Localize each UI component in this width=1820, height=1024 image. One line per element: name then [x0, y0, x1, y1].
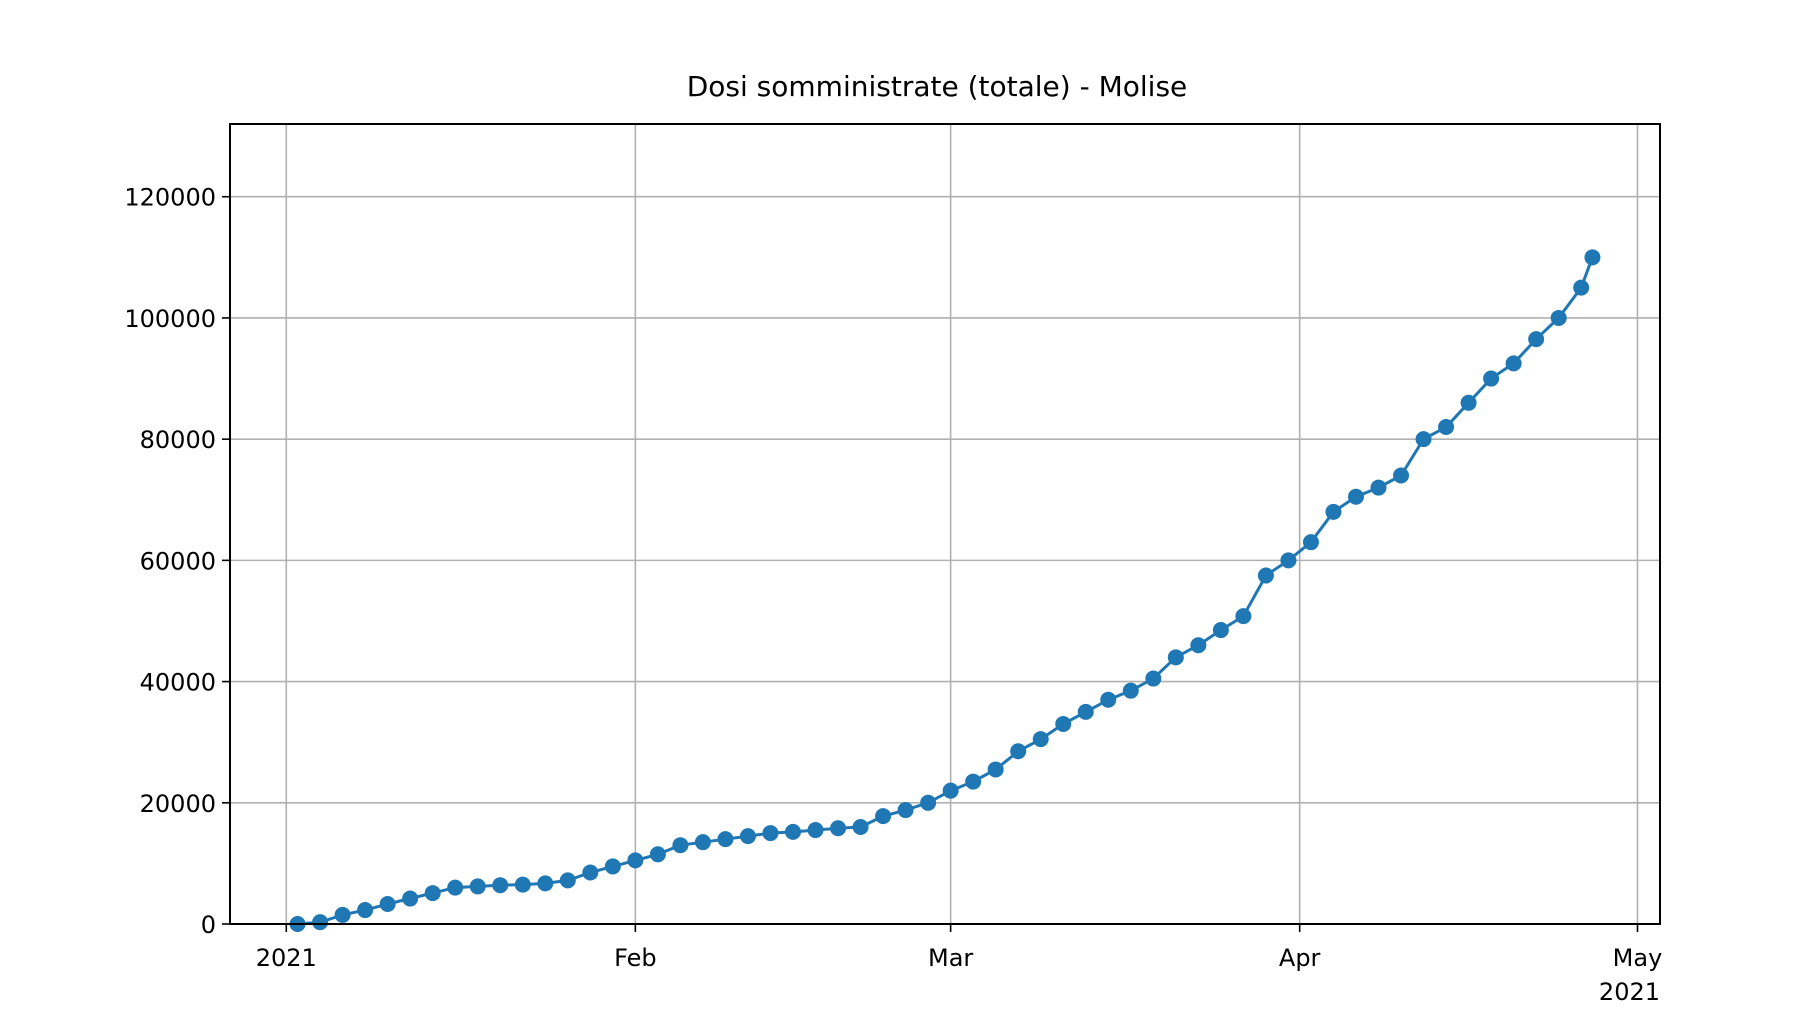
data-point: [1347, 488, 1364, 505]
x-tick-label: Apr: [1279, 944, 1321, 972]
data-point: [402, 890, 419, 907]
data-point: [987, 761, 1004, 778]
x-tick-label: Feb: [614, 944, 657, 972]
data-point: [604, 858, 621, 875]
data-point: [830, 820, 847, 837]
data-point: [1393, 467, 1410, 484]
data-point: [852, 819, 869, 836]
data-point: [357, 902, 374, 919]
data-point: [627, 852, 644, 869]
data-point: [1573, 279, 1590, 296]
data-point: [1528, 331, 1545, 348]
data-point: [717, 831, 734, 848]
data-point: [1257, 567, 1274, 584]
data-point: [649, 846, 666, 863]
x-axis: 2021 Feb Mar Apr May: [256, 924, 1663, 972]
data-point: [1584, 249, 1601, 266]
data-point: [762, 825, 779, 842]
y-tick-label: 80000: [140, 426, 216, 454]
data-point: [537, 875, 554, 892]
y-tick-label: 120000: [124, 184, 216, 212]
data-point: [1145, 670, 1162, 687]
data-point: [1438, 419, 1455, 436]
data-point: [1505, 355, 1522, 372]
x-tick-label: 2021: [256, 944, 317, 972]
data-point: [1325, 503, 1342, 520]
data-point: [1483, 370, 1500, 387]
data-point: [807, 822, 824, 839]
data-point: [312, 914, 329, 931]
data-point: [1370, 479, 1387, 496]
data-point: [559, 872, 576, 889]
data-point: [447, 879, 464, 896]
data-point: [897, 802, 914, 819]
data-point: [1302, 534, 1319, 551]
data-point: [492, 877, 509, 894]
data-point: [1460, 394, 1477, 411]
data-point: [1280, 552, 1297, 569]
data-point: [694, 834, 711, 851]
y-tick-label: 0: [201, 911, 216, 939]
data-point: [875, 808, 892, 825]
data-point: [1415, 431, 1432, 448]
chart-title: Dosi somministrate (totale) - Molise: [687, 70, 1188, 103]
x-axis-offset-label: 2021: [1599, 978, 1660, 1006]
data-point: [942, 782, 959, 799]
data-point: [1235, 608, 1252, 625]
data-point: [514, 876, 531, 893]
data-point: [1010, 743, 1027, 760]
y-axis: 0 20000 40000 60000 80000 100000 120000: [124, 184, 230, 939]
data-point: [1077, 703, 1094, 720]
data-point: [1167, 649, 1184, 666]
data-point: [424, 885, 441, 902]
y-tick-label: 60000: [140, 547, 216, 575]
data-point: [965, 773, 982, 790]
x-tick-label: May: [1613, 944, 1663, 972]
data-point: [1190, 637, 1207, 654]
data-point: [1212, 622, 1229, 639]
y-tick-label: 100000: [124, 305, 216, 333]
data-point: [1055, 716, 1072, 732]
data-point: [334, 906, 351, 923]
x-tick-label: Mar: [928, 944, 973, 972]
data-point: [1032, 731, 1049, 748]
data-point: [739, 828, 756, 845]
data-point: [1122, 682, 1139, 699]
y-tick-label: 40000: [140, 669, 216, 697]
data-point: [920, 794, 937, 811]
data-point: [1100, 691, 1117, 708]
data-point: [1550, 309, 1567, 326]
data-point: [582, 864, 599, 881]
series-dosi: [289, 249, 1601, 932]
data-point: [672, 837, 689, 854]
data-point: [784, 823, 801, 840]
y-tick-label: 20000: [140, 790, 216, 818]
data-point: [379, 896, 396, 912]
data-point: [469, 878, 486, 895]
plot-frame: [229, 123, 1661, 925]
